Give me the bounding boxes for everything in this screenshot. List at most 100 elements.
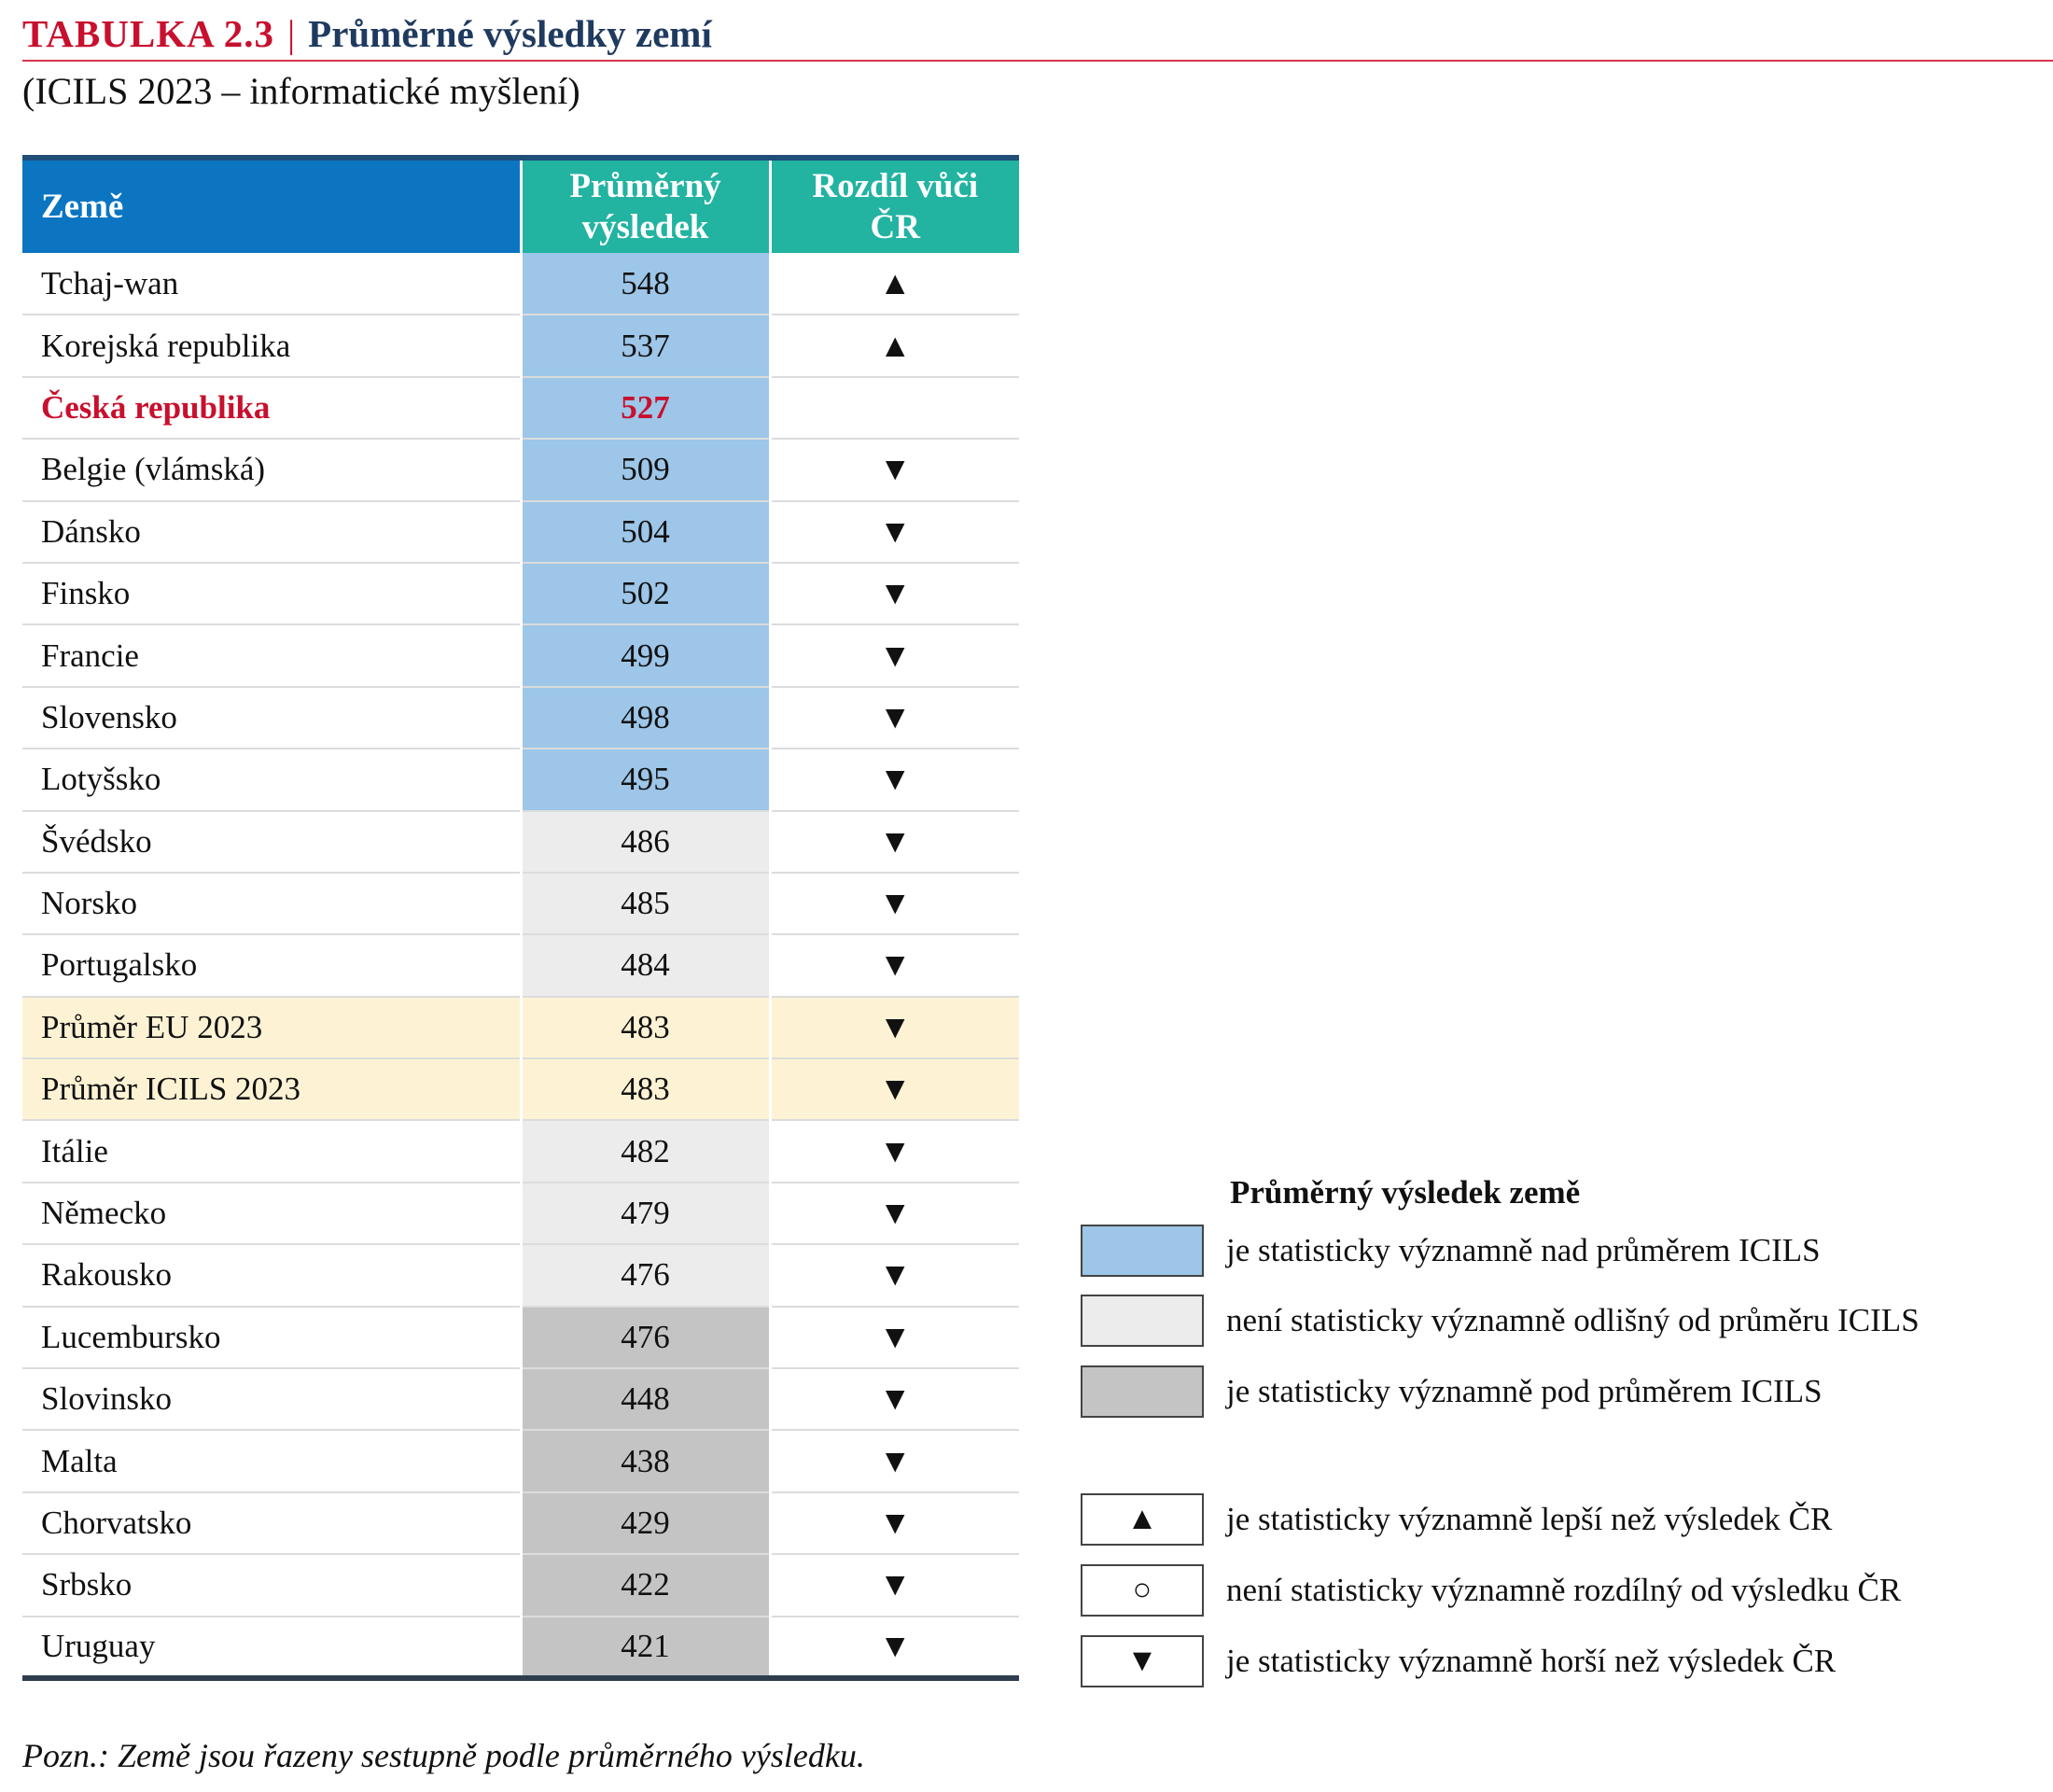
country-name: Srbsko — [22, 1554, 521, 1617]
table-row: Dánsko 504 ▼ — [22, 500, 1019, 564]
table-row: Slovensko 498 ▼ — [22, 686, 1019, 750]
legend-text-no-difference: není statisticky významně rozdílný od vý… — [1226, 1572, 1902, 1608]
triangle-down-icon: ▼ — [770, 1616, 1019, 1682]
country-name: Česká republika — [22, 376, 521, 441]
country-name: Francie — [22, 624, 521, 688]
country-name: Uruguay — [22, 1616, 521, 1682]
average-score: 495 — [519, 749, 772, 812]
triangle-down-icon: ▼ — [770, 1182, 1019, 1246]
table-row: Norsko 485 ▼ — [22, 872, 1019, 936]
triangle-down-icon: ▼ — [770, 500, 1019, 564]
country-name: Německo — [22, 1182, 521, 1246]
triangle-down-icon: ▼ — [770, 1244, 1019, 1308]
country-name: Rakousko — [22, 1244, 521, 1308]
average-score: 429 — [519, 1491, 772, 1556]
legend-swatch-below — [1081, 1365, 1204, 1418]
triangle-down-icon: ▼ — [1081, 1635, 1204, 1687]
average-score: 548 — [519, 253, 772, 316]
average-score: 479 — [519, 1182, 772, 1246]
average-score: 485 — [519, 872, 772, 936]
table-row: Lotyšsko 495 ▼ — [22, 749, 1019, 812]
country-name: Dánsko — [22, 500, 521, 564]
circle-icon: ○ — [1081, 1564, 1204, 1617]
average-score: 448 — [519, 1368, 772, 1432]
legend-item-worse: ▼ je statisticky významně horší než výsl… — [1081, 1634, 1836, 1688]
table-row: Česká republika 527 — [22, 376, 1019, 441]
column-header-score-text: Průměrný výsledek — [569, 166, 721, 246]
country-name: Slovensko — [22, 686, 521, 750]
table-row: Srbsko 422 ▼ — [22, 1554, 1019, 1617]
table-row: Malta 438 ▼ — [22, 1430, 1019, 1493]
results-table: Země Průměrný výsledek Rozdíl vůči ČR Tc… — [22, 155, 1019, 1682]
legend-item-no-difference: ○ není statisticky významně rozdílný od … — [1081, 1563, 1901, 1617]
country-name: Tchaj-wan — [22, 253, 521, 316]
triangle-down-icon: ▼ — [770, 1368, 1019, 1432]
table-row: Portugalsko 484 ▼ — [22, 934, 1019, 998]
average-score: 438 — [519, 1430, 772, 1493]
country-name: Chorvatsko — [22, 1491, 521, 1556]
table-row: Chorvatsko 429 ▼ — [22, 1491, 1019, 1556]
triangle-down-icon: ▼ — [770, 996, 1019, 1060]
triangle-down-icon: ▼ — [770, 439, 1019, 502]
triangle-down-icon: ▼ — [770, 624, 1019, 688]
table-row: Finsko 502 ▼ — [22, 562, 1019, 626]
average-score: 502 — [519, 562, 772, 626]
legend-text-below: je statisticky významně pod průměrem ICI… — [1226, 1373, 1823, 1409]
country-name: Malta — [22, 1430, 521, 1493]
triangle-down-icon: ▼ — [770, 934, 1019, 998]
table-row: Uruguay 421 ▼ — [22, 1616, 1019, 1682]
table-row: Francie 499 ▼ — [22, 624, 1019, 688]
table-number: TABULKA 2.3 — [22, 12, 274, 55]
triangle-up-icon: ▲ — [1081, 1493, 1204, 1546]
country-name: Švédsko — [22, 810, 521, 874]
average-score: 476 — [519, 1244, 772, 1308]
legend-item-same: není statisticky významně odlišný od prů… — [1081, 1294, 1920, 1348]
country-name: Finsko — [22, 562, 521, 626]
country-name: Korejská republika — [22, 315, 521, 378]
table-title: TABULKA 2.3 | Průměrné výsledky zemí — [22, 7, 2053, 62]
average-score: 509 — [519, 439, 772, 502]
column-header-country: Země — [22, 155, 521, 253]
country-name: Průměr EU 2023 — [22, 996, 521, 1060]
column-header-difference: Rozdíl vůči ČR — [768, 155, 1019, 253]
country-name: Lotyšsko — [22, 749, 521, 812]
average-score: 482 — [519, 1120, 772, 1183]
column-header-score: Průměrný výsledek — [519, 155, 770, 253]
legend-text-same: není statisticky významně odlišný od prů… — [1226, 1302, 1920, 1338]
table-row: Německo 479 ▼ — [22, 1182, 1019, 1246]
triangle-down-icon: ▼ — [770, 1306, 1019, 1370]
average-score: 476 — [519, 1306, 772, 1370]
average-score: 537 — [519, 315, 772, 378]
table-row: Slovinsko 448 ▼ — [22, 1368, 1019, 1432]
triangle-up-icon: ▲ — [770, 315, 1019, 378]
average-score: 483 — [519, 1058, 772, 1122]
legend-swatch-same — [1081, 1295, 1204, 1347]
legend-item-above: je statisticky významně nad průměrem ICI… — [1081, 1224, 1821, 1278]
average-score: 422 — [519, 1554, 772, 1617]
title-text: Průměrné výsledky zemí — [308, 12, 712, 55]
table-subtitle: (ICILS 2023 – informatické myšlení) — [22, 70, 580, 112]
legend-text-above: je statisticky významně nad průměrem ICI… — [1226, 1232, 1821, 1268]
country-name: Itálie — [22, 1120, 521, 1183]
average-score: 484 — [519, 934, 772, 998]
difference-empty — [770, 376, 1019, 441]
table-row: Korejská republika 537 ▲ — [22, 315, 1019, 378]
legend-item-better: ▲ je statisticky významně lepší než výsl… — [1081, 1492, 1832, 1547]
column-header-difference-text: Rozdíl vůči ČR — [812, 166, 979, 246]
table-row: Švédsko 486 ▼ — [22, 810, 1019, 874]
table-row: Průměr EU 2023 483 ▼ — [22, 996, 1019, 1060]
average-score: 421 — [519, 1616, 772, 1682]
average-score: 498 — [519, 686, 772, 750]
legend-item-below: je statisticky významně pod průměrem ICI… — [1081, 1365, 1823, 1419]
table-row: Průměr ICILS 2023 483 ▼ — [22, 1058, 1019, 1122]
legend-text-worse: je statisticky významně horší než výsled… — [1226, 1643, 1837, 1679]
average-score: 527 — [519, 376, 772, 441]
table-row: Rakousko 476 ▼ — [22, 1244, 1019, 1308]
legend-text-better: je statisticky významně lepší než výsled… — [1226, 1501, 1833, 1537]
table-row: Belgie (vlámská) 509 ▼ — [22, 439, 1019, 502]
table-row: Tchaj-wan 548 ▲ — [22, 253, 1019, 316]
title-separator: | — [286, 12, 296, 55]
table-row: Itálie 482 ▼ — [22, 1120, 1019, 1183]
table-row: Lucembursko 476 ▼ — [22, 1306, 1019, 1370]
table-note: Pozn.: Země jsou řazeny sestupně podle p… — [22, 1737, 865, 1774]
